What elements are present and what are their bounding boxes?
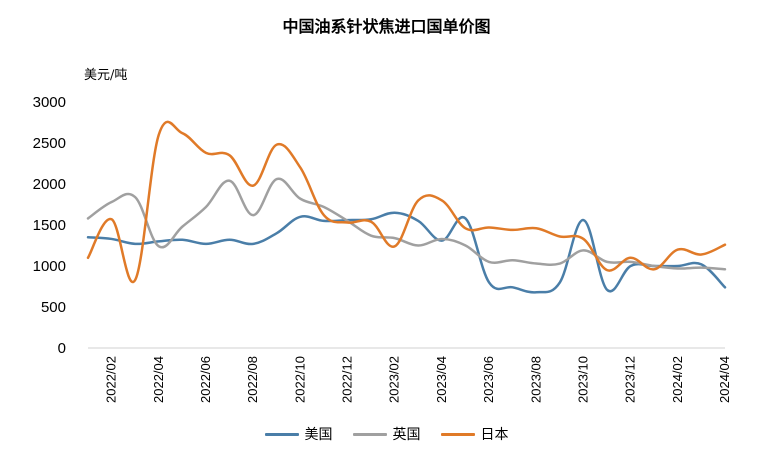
x-tick: 2022/12 [340,356,355,403]
x-tick-label: 2022/04 [151,356,166,403]
x-tick-label: 2022/06 [198,356,213,403]
y-tick-label: 1000 [33,258,66,275]
x-tick-label: 2024/04 [717,356,732,403]
axes: 0 500 1000 1500 2000 2500 3000 2022/02 2022/04 20… [33,94,732,403]
x-tick-label: 2022/08 [245,356,260,403]
x-tick: 2023/12 [623,356,638,403]
y-tick-label: 2500 [33,135,66,152]
x-tick: 2022/10 [292,356,307,403]
x-tick-label: 2024/02 [670,356,685,403]
x-tick-label: 2022/10 [292,356,307,403]
legend: 美国 英国 日本 [0,424,773,444]
x-tick-label: 2023/04 [434,356,449,403]
x-tick-label: 2023/10 [575,356,590,403]
x-tick: 2023/04 [434,356,449,403]
x-tick: 2022/04 [151,356,166,403]
y-tick-label: 3000 [33,94,66,111]
y-tick-label: 500 [41,299,66,316]
y-axis-unit-label: 美元/吨 [84,68,128,83]
x-tick-label: 2022/12 [340,356,355,403]
x-tick-label: 2023/08 [528,356,543,403]
legend-item-1: 美国 [264,424,333,444]
x-tick: 2023/08 [528,356,543,403]
legend-label: 美国 [304,427,333,443]
y-tick-label: 2000 [33,176,66,193]
x-tick: 2023/10 [575,356,590,403]
legend-label: 日本 [480,427,509,443]
x-tick-label: 2022/02 [104,356,119,403]
x-tick: 2022/08 [245,356,260,403]
series-line-2 [86,177,727,271]
legend-swatch [264,432,299,436]
y-tick-label: 1500 [33,217,66,234]
legend-label: 英国 [392,427,421,443]
series-group [86,120,727,294]
x-tick: 2023/06 [481,356,496,403]
legend-swatch [440,432,475,436]
chart-title: 中国油系针状焦进口国单价图 [282,17,491,36]
x-tick-label: 2023/06 [481,356,496,403]
y-tick-label: 0 [58,340,66,357]
legend-item-2: 英国 [352,424,421,444]
legend-swatch [352,432,387,436]
x-tick: 2024/04 [717,356,732,403]
legend-item-3: 日本 [440,424,509,444]
x-tick: 2024/02 [670,356,685,403]
x-tick-label: 2023/12 [623,356,638,403]
x-tick: 2022/02 [104,356,119,403]
x-tick: 2023/02 [387,356,402,403]
x-tick-label: 2023/02 [387,356,402,403]
x-tick: 2022/06 [198,356,213,403]
series-line-3 [86,120,727,284]
